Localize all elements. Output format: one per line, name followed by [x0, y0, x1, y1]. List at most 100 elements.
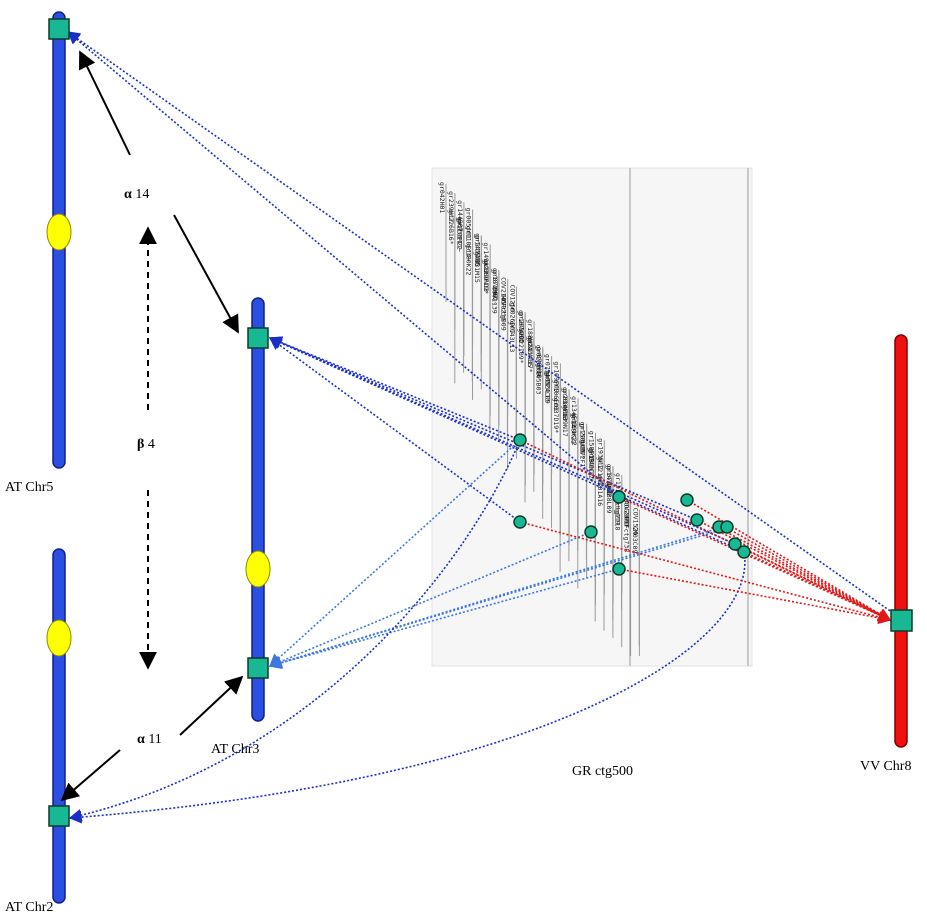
link-to-chr5-a [67, 31, 620, 498]
link-to-vv-c [618, 496, 892, 622]
contig-marker-label: COV1139 [491, 286, 499, 313]
vv-chr8 [890, 334, 913, 748]
contig-marker-label: HCFctg2118 [614, 491, 622, 530]
contig-marker-label: gr014F13 [561, 389, 569, 420]
at-chr3 [245, 297, 271, 722]
marker [890, 609, 913, 632]
contig-marker-label: gr042H01 [438, 182, 446, 213]
contig-hit [680, 493, 694, 507]
synteny-links [66, 31, 904, 824]
link-to-vv-e [686, 499, 892, 621]
contig-marker-label: gr031M15 [473, 252, 481, 283]
link-to-vv-a [519, 439, 892, 621]
contig-marker-label: gr072M02~ [491, 270, 499, 305]
alpha14-arrow-down [173, 214, 239, 334]
contig-marker-label: gr072F15 [578, 440, 586, 471]
contig-marker-label: gr180K22 [464, 244, 472, 275]
contig-marker-label: AOG2017 [623, 500, 631, 527]
beta4-label: β 4 [137, 437, 155, 452]
contig-marker-label: COV0236 [499, 294, 507, 321]
contig-hit [612, 562, 626, 576]
vv-chr8-label: VV Chr8 [860, 759, 911, 774]
contig-marker-label: gr024C09 [544, 372, 552, 403]
contig-marker-label: gr134F12 [570, 396, 578, 427]
contig-label: GR ctg500 [572, 764, 633, 779]
contig-hit [513, 433, 527, 447]
marker [247, 327, 269, 349]
alpha14-label: α 14 [124, 187, 149, 202]
contig-marker-label: gr193N12 [596, 438, 604, 469]
contig-marker-label: gr037D19* [552, 398, 560, 433]
link-to-chr3-top-a [268, 336, 521, 441]
link-to-vv-g [718, 527, 892, 621]
contig-marker-label: gr239H17 [447, 191, 455, 222]
at-chr2 [46, 548, 72, 904]
contig-marker-label: COV1250 [509, 285, 517, 312]
contig-marker-label: gr149A22 [482, 242, 490, 273]
contig-marker-label: gr079A12 [605, 466, 613, 497]
contig-hit [728, 537, 742, 551]
contig-marker-label: gr208M16* [561, 387, 569, 422]
contig-marker-label: gr224C17* [526, 338, 534, 373]
contig-marker-label: gr110E14~ [465, 226, 473, 261]
contig-marker-label: gr101A16 [596, 475, 604, 506]
link-to-chr3-bottom-e [268, 568, 620, 670]
contig-marker-label: gr020C09 [535, 345, 543, 376]
contig-marker-label: gr148K22 [570, 413, 578, 444]
contig-marker-label: gr033M22 [456, 219, 464, 250]
contig-marker-label: gr226B16* [447, 209, 455, 244]
contig-marker-label: gr121O02 [596, 457, 604, 488]
contig-hit [513, 515, 527, 529]
alpha14-arrow-up [78, 50, 131, 156]
at-chr5-label: AT Chr5 [5, 480, 53, 495]
contig-marker-label: gr135L13 [543, 371, 551, 402]
contig-marker-label: gr039N17 [561, 405, 569, 436]
contig-hit [720, 520, 734, 534]
alpha11-arrow-up [179, 675, 244, 736]
contig-marker-label: CM03C09 [631, 526, 639, 553]
relationship-arrows [60, 50, 244, 802]
link-to-vv-j [743, 551, 892, 621]
contig-marker-label: gr105B03 [535, 363, 543, 394]
contig-marker-label: gr069N13 [482, 261, 490, 292]
link-to-chr3-top-c [268, 336, 698, 521]
contig-marker-label: gr150L15 [579, 422, 587, 453]
contig-marker-label: gr158F19 [588, 431, 596, 462]
contig-marker-label: gr005J01 [465, 208, 473, 239]
link-to-chr3-top-e [268, 336, 745, 553]
link-to-chr2-a [68, 439, 521, 822]
contig-marker-label: gr144B07 [456, 200, 464, 231]
marker [247, 657, 269, 679]
link-to-chr2-b [68, 551, 746, 824]
link-to-chr3-bottom-a [269, 439, 521, 667]
contig-marker-label: gr026D07 [508, 303, 516, 334]
contig-marker-label: gr106E03 [552, 380, 560, 411]
contig-marker-label: HCFctg019 [614, 490, 622, 525]
contig-marker-label: gr188M24 [526, 319, 534, 350]
contig-marker-label: HCFctg738 [622, 517, 630, 552]
contig-marker-label: gr205O03 [517, 312, 525, 343]
marker [48, 805, 70, 827]
contig-marker-label: gr073A05 [544, 354, 552, 385]
contig-marker-label: COV2145 [500, 277, 508, 304]
link-to-vv-h [726, 527, 892, 621]
contig-hit [737, 545, 751, 559]
contig-marker-label: gr143C12 [473, 233, 481, 264]
contig-marker-label: gr001K22 [570, 414, 578, 445]
contig-marker-label: gr046C15 [587, 449, 595, 480]
at-chr5 [46, 11, 72, 469]
contig-marker-label: gr110E17~ [456, 217, 464, 252]
contig-hits [513, 433, 751, 576]
contig-marker-label: gr129F19* [482, 259, 490, 294]
centromere [245, 550, 271, 588]
contig-marker-label: gr070K16 [535, 347, 543, 378]
contig-hit [690, 513, 704, 527]
contig-marker-label: COV1526 [631, 508, 639, 535]
contig-marker-label: gr038L09 [605, 482, 613, 513]
contig-marker-label: gr147A06 [473, 235, 481, 266]
link-to-vv-i [734, 543, 892, 621]
contig-marker-label: gr159N17* [587, 447, 595, 482]
contig-marker-label: gr143L13 [508, 321, 516, 352]
contig-marker-label: gr205A16* [579, 424, 587, 459]
centromere [46, 213, 72, 251]
